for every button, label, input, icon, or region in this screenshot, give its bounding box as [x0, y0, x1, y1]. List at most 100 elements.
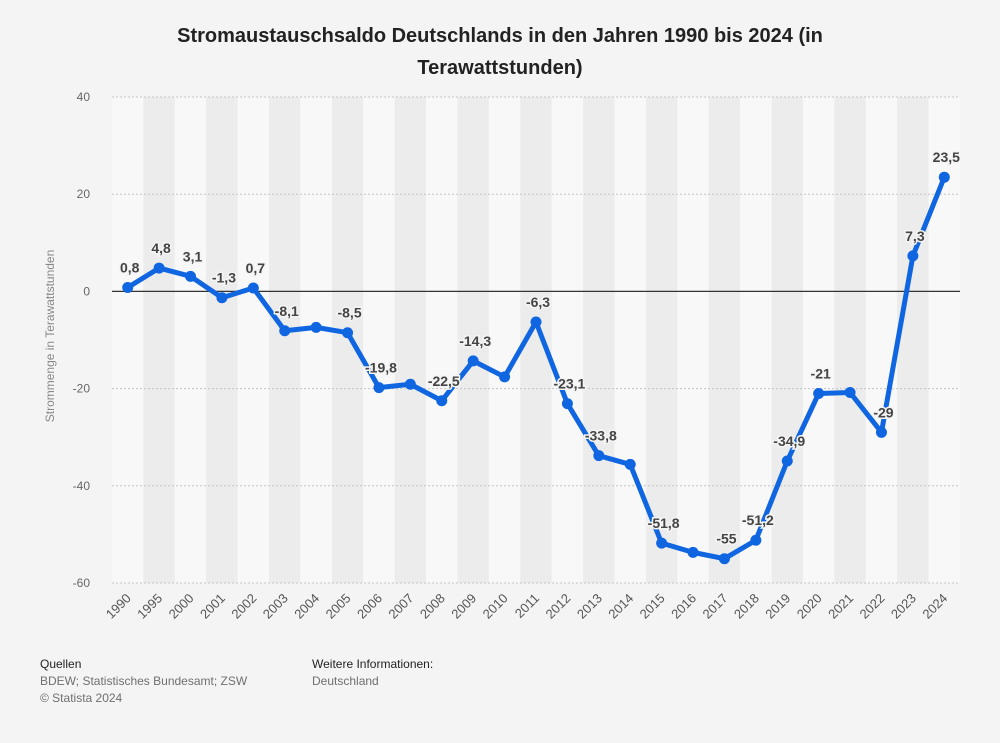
x-tick-label: 2015 [637, 591, 668, 622]
data-label: -51,8 [648, 515, 680, 531]
data-label: -55 [716, 531, 736, 547]
column-band [897, 97, 929, 583]
column-band [394, 97, 427, 583]
x-tick-label: 2016 [668, 591, 699, 622]
column-band [740, 97, 772, 583]
data-point [310, 321, 322, 333]
data-point [938, 171, 950, 183]
x-tick-label: 2004 [291, 591, 322, 622]
x-tick-label: 2022 [857, 591, 888, 622]
column-band [865, 97, 898, 583]
data-point [499, 371, 511, 383]
data-label: 23,5 [933, 149, 960, 165]
data-label: -14,3 [459, 333, 491, 349]
data-label: 7,3 [905, 228, 925, 244]
more-info-block: Weitere Informationen: Deutschland [312, 656, 433, 690]
data-label: -8,5 [337, 305, 361, 321]
column-band [488, 97, 521, 583]
data-point [813, 387, 825, 399]
data-point [624, 458, 636, 470]
data-point [844, 386, 856, 398]
column-band [771, 97, 803, 583]
data-label: -21 [811, 365, 831, 381]
y-tick-label: 0 [83, 284, 90, 298]
column-band [426, 97, 458, 583]
data-label: 4,8 [151, 240, 171, 256]
x-tick-label: 2017 [700, 591, 731, 622]
column-band [174, 97, 207, 583]
y-tick-label: 20 [77, 187, 91, 201]
sources-heading: Quellen [40, 657, 82, 671]
sources-text: BDEW; Statistisches Bundesamt; ZSW [40, 674, 248, 688]
data-point [153, 262, 165, 274]
column-band [614, 97, 646, 583]
data-label: 0,7 [246, 260, 266, 276]
data-label: -6,3 [526, 294, 550, 310]
data-point [656, 537, 668, 549]
data-point [687, 546, 699, 558]
data-label: -23,1 [553, 376, 585, 392]
data-label: -8,1 [275, 303, 299, 319]
copyright-text: © Statista 2024 [40, 691, 123, 705]
sources-block: Quellen BDEW; Statistisches Bundesamt; Z… [40, 656, 247, 707]
column-band [206, 97, 238, 583]
data-point [342, 327, 354, 339]
data-point [279, 325, 291, 337]
data-point [781, 455, 793, 467]
data-point [561, 398, 573, 410]
x-tick-label: 2006 [354, 591, 385, 622]
data-label: 3,1 [183, 248, 203, 264]
data-point [530, 316, 542, 328]
y-tick-label: -40 [73, 479, 91, 493]
column-band [457, 97, 489, 583]
x-tick-label: 2001 [197, 591, 228, 622]
data-label: -34,9 [773, 433, 805, 449]
x-tick-label: 2009 [448, 591, 479, 622]
column-band [269, 97, 301, 583]
column-band [112, 97, 144, 583]
more-info-text: Deutschland [312, 674, 379, 688]
y-tick-label: -60 [73, 576, 91, 590]
column-band [300, 97, 332, 583]
x-tick-label: 1990 [103, 591, 134, 622]
data-point [404, 378, 416, 390]
x-tick-label: 2021 [825, 591, 856, 622]
x-tick-label: 2023 [888, 591, 919, 622]
x-tick-label: 1995 [134, 591, 165, 622]
data-point [247, 282, 259, 294]
data-point [718, 553, 730, 565]
data-point [593, 450, 605, 462]
data-label: -29 [873, 404, 893, 420]
x-tick-label: 2000 [166, 591, 197, 622]
column-band [834, 97, 866, 583]
data-label: -1,3 [212, 270, 236, 286]
y-tick-label: 40 [77, 90, 91, 104]
y-axis-label: Strommenge in Terawattstunden [43, 250, 57, 423]
x-tick-label: 2019 [762, 591, 793, 622]
x-tick-label: 2020 [794, 591, 825, 622]
x-tick-label: 2024 [919, 591, 950, 622]
x-tick-label: 2003 [260, 591, 291, 622]
column-band [645, 97, 678, 583]
x-tick-label: 2007 [385, 591, 416, 622]
x-tick-label: 2008 [417, 591, 448, 622]
column-band [551, 97, 584, 583]
data-label: 0,8 [120, 260, 140, 276]
column-band [802, 97, 835, 583]
data-point [216, 292, 228, 304]
data-point [185, 270, 197, 282]
column-band [331, 97, 364, 583]
column-band [708, 97, 741, 583]
column-band [928, 97, 960, 583]
data-point [750, 534, 762, 546]
data-point [467, 355, 479, 367]
column-band [677, 97, 709, 583]
x-tick-label: 2014 [605, 591, 636, 622]
data-label: -33,8 [585, 428, 617, 444]
data-label: -19,8 [365, 360, 397, 376]
column-band [363, 97, 395, 583]
data-point [436, 395, 448, 407]
column-band [143, 97, 175, 583]
x-tick-label: 2011 [512, 591, 542, 621]
x-tick-label: 2010 [480, 591, 511, 622]
